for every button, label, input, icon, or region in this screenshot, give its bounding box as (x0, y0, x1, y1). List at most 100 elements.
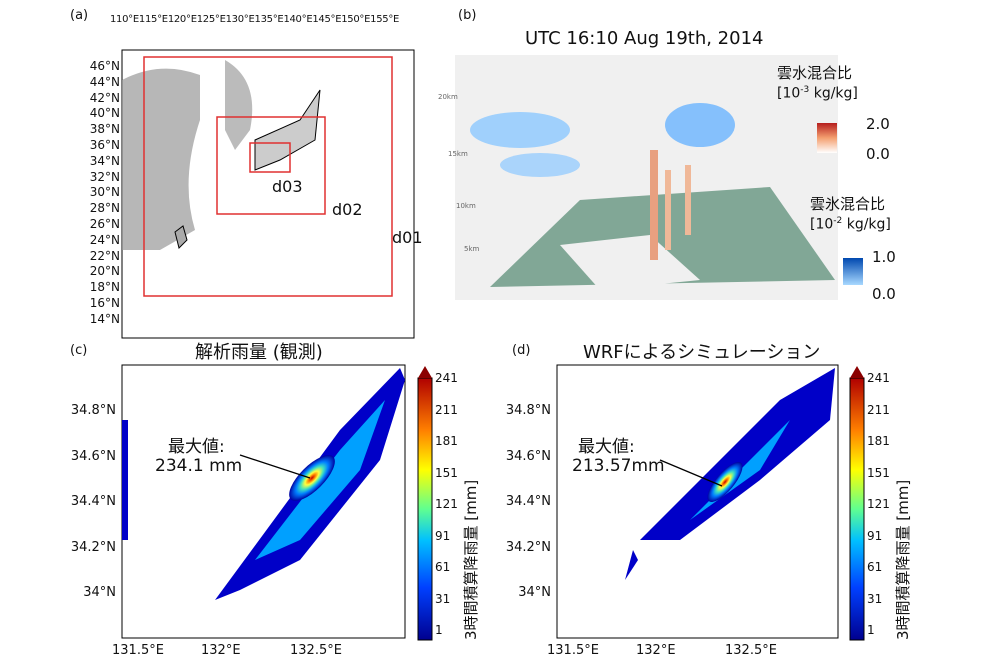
cloud-ice-unit: [10-2 kg/kg] (810, 216, 891, 233)
lon-tick: 125°E (196, 14, 226, 25)
panel-c-title: 解析雨量 (観測) (195, 342, 323, 363)
lat-tick: 22°N (89, 248, 120, 263)
lat-tick: 34.8°N (505, 403, 551, 418)
lat-tick: 34.8°N (70, 403, 116, 418)
lat-tick: 14°N (89, 311, 120, 326)
cloud-water-unit: [10-3 kg/kg] (777, 85, 858, 102)
lon-tick: 150°E (341, 14, 371, 25)
lat-tick: 34.6°N (505, 448, 551, 464)
panel-d-label: (d) (512, 343, 531, 358)
colorbar-tick: 91 (435, 528, 451, 543)
lon-tick: 155°E (370, 14, 400, 25)
lat-tick: 28°N (89, 201, 120, 216)
plot-3d-b (455, 55, 863, 300)
map-d (556, 364, 865, 641)
lat-tick: 34.4°N (70, 494, 116, 509)
colorbar-tick: 31 (867, 591, 883, 606)
lon-tick: 115°E (138, 14, 168, 25)
max-annotation-value: 213.57mm (572, 456, 665, 476)
lat-tick: 30°N (89, 185, 120, 200)
cloud-ice-max: 1.0 (872, 248, 896, 266)
colorbar-tick: 91 (867, 528, 883, 543)
lat-tick: 40°N (89, 106, 120, 121)
lon-tick: 140°E (283, 14, 313, 25)
cloud-water-legend-title: 雲水混合比 (777, 64, 853, 82)
colorbar-tick: 1 (867, 623, 875, 637)
colorbar-label: 3時間積算降雨量 [mm] (894, 479, 912, 640)
lat-tick: 18°N (89, 280, 120, 295)
colorbar-tick: 121 (867, 497, 890, 511)
lat-tick: 34°N (89, 153, 120, 168)
lat-tick: 34.2°N (505, 539, 551, 555)
max-annotation-label: 最大値: (168, 437, 225, 457)
height-tick: 15km (448, 150, 468, 158)
colorbar-tick: 241 (435, 371, 458, 385)
lon-ticks-a: 110°E115°E120°E125°E130°E135°E140°E145°E… (110, 14, 399, 25)
lon-tick: 131.5°E (547, 643, 599, 658)
colorbar-tick: 211 (435, 402, 458, 417)
cloud-ice-legend-title: 雲氷混合比 (810, 195, 886, 213)
panel-b-label: (b) (458, 8, 477, 23)
lat-tick: 46°N (89, 59, 120, 73)
lon-tick: 132°E (636, 643, 676, 658)
lon-tick: 135°E (254, 14, 284, 25)
map-a (121, 49, 415, 339)
lat-tick: 44°N (89, 74, 120, 89)
colorbar-tick: 241 (867, 371, 890, 385)
colorbar-tick: 61 (867, 560, 883, 574)
max-annotation-label: 最大値: (578, 437, 635, 457)
lat-tick: 16°N (89, 296, 120, 310)
colorbar-c (417, 377, 433, 641)
cloud-ice-min: 0.0 (872, 285, 896, 303)
domain-d02 (216, 116, 326, 215)
colorbar-tick: 151 (435, 465, 458, 480)
colorbar-tick: 121 (435, 497, 458, 511)
max-annotation-value: 234.1 mm (155, 456, 243, 476)
label-d02: d02 (332, 200, 363, 219)
lon-tick: 132.5°E (725, 643, 777, 658)
colorbar-tick: 181 (867, 434, 890, 448)
lat-tick: 26°N (89, 217, 120, 231)
colorbar-tick: 211 (867, 402, 890, 417)
colorbar-label: 3時間積算降雨量 [mm] (462, 479, 480, 640)
lat-tick: 34.6°N (70, 448, 116, 464)
height-tick: 5km (464, 245, 480, 253)
colorbar-tick: 1 (435, 623, 443, 637)
panel-a-label: (a) (70, 8, 89, 23)
map-c (121, 364, 433, 641)
lon-tick: 145°E (312, 14, 342, 25)
lon-tick: 132°E (201, 643, 241, 658)
colorbar-tick: 181 (435, 434, 458, 448)
colorbar-tick: 151 (867, 465, 890, 480)
lat-tick: 36°N (89, 138, 120, 152)
cloud-water-max: 2.0 (866, 115, 890, 133)
lon-tick: 120°E (167, 14, 197, 25)
panel-b-title: UTC 16:10 Aug 19th, 2014 (525, 28, 764, 49)
lat-tick: 34.4°N (505, 494, 551, 509)
lat-tick: 34°N (83, 585, 116, 600)
cloud-water-min: 0.0 (866, 145, 890, 163)
lat-tick: 32°N (89, 169, 120, 184)
height-tick: 10km (456, 202, 476, 210)
domain-d01 (143, 56, 393, 297)
lon-tick: 110°E (110, 14, 139, 25)
label-d03: d03 (272, 177, 303, 196)
lat-tick: 34°N (518, 585, 551, 600)
lat-tick: 24°N (89, 232, 120, 247)
panel-d-title: WRFによるシミュレーション (583, 342, 821, 363)
lat-tick: 34.2°N (70, 539, 116, 555)
lon-tick: 130°E (225, 14, 255, 25)
lon-tick: 131.5°E (112, 643, 164, 658)
lat-tick: 42°N (89, 90, 120, 105)
colorbar-d (849, 377, 865, 641)
label-d01: d01 (392, 228, 423, 247)
colorbar-tick: 61 (435, 560, 451, 574)
panel-c-label: (c) (70, 343, 88, 358)
domain-d03 (249, 142, 291, 173)
lat-tick: 38°N (89, 122, 120, 137)
height-tick: 20km (438, 93, 458, 101)
lat-tick: 20°N (89, 264, 120, 279)
lon-tick: 132.5°E (290, 643, 342, 658)
colorbar-tick: 31 (435, 591, 451, 606)
